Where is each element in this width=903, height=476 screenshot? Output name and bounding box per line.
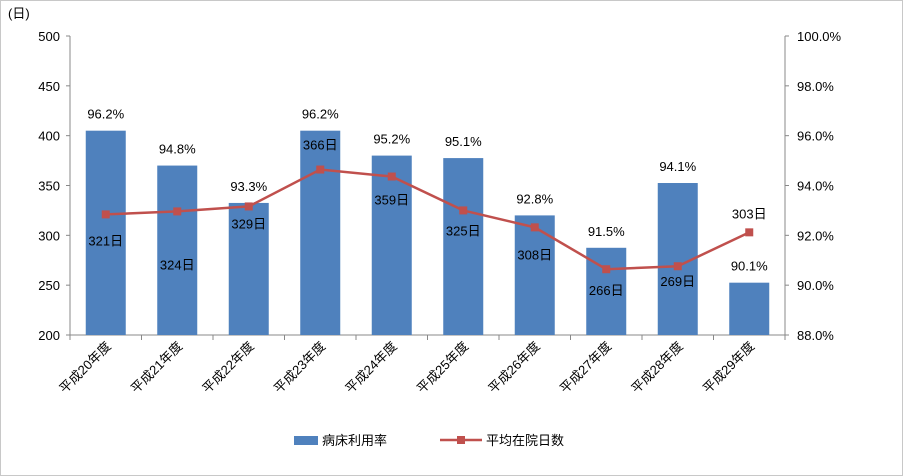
y-left-unit-label: (日) bbox=[8, 6, 30, 21]
line-marker-平成20年度 bbox=[101, 210, 110, 219]
line-data-label: 325日 bbox=[446, 223, 481, 238]
x-tick-label: 平成20年度 bbox=[56, 339, 114, 397]
x-tick-label: 平成29年度 bbox=[700, 339, 758, 397]
bar-data-label: 96.2% bbox=[87, 107, 124, 122]
line-marker-平成22年度 bbox=[244, 202, 253, 211]
x-tick-label: 平成23年度 bbox=[271, 339, 329, 397]
y-left-tick-label: 250 bbox=[38, 278, 60, 293]
y-left-tick-label: 200 bbox=[38, 328, 60, 343]
y-left-tick-label: 300 bbox=[38, 228, 60, 243]
line-data-label: 366日 bbox=[303, 138, 338, 153]
line-series-avg-stay bbox=[105, 168, 750, 271]
bar-data-label: 90.1% bbox=[731, 259, 768, 274]
x-tick-label: 平成22年度 bbox=[199, 339, 257, 397]
x-tick-label: 平成27年度 bbox=[557, 339, 615, 397]
x-tick-label: 平成28年度 bbox=[628, 339, 686, 397]
x-tick-label: 平成26年度 bbox=[485, 339, 543, 397]
x-tick-label: 平成25年度 bbox=[414, 339, 472, 397]
bar-data-label: 95.1% bbox=[445, 134, 482, 149]
line-marker-平成25年度 bbox=[459, 206, 468, 215]
line-data-label: 324日 bbox=[160, 257, 195, 272]
line-data-label: 329日 bbox=[231, 216, 266, 231]
bar-data-label: 94.8% bbox=[159, 142, 196, 157]
bar-data-label: 92.8% bbox=[516, 191, 553, 206]
line-data-label: 321日 bbox=[88, 233, 123, 248]
bar-data-label: 91.5% bbox=[588, 224, 625, 239]
x-tick-label: 平成21年度 bbox=[128, 339, 186, 397]
bar-data-label: 96.2% bbox=[302, 107, 339, 122]
line-marker-平成23年度 bbox=[316, 165, 325, 174]
bar-data-label: 93.3% bbox=[230, 179, 267, 194]
y-right-tick-label: 100.0% bbox=[797, 29, 842, 44]
line-marker-平成26年度 bbox=[530, 223, 539, 232]
bar-平成22年度 bbox=[228, 202, 269, 335]
bar-平成24年度 bbox=[371, 155, 412, 335]
bar-平成21年度 bbox=[157, 165, 198, 335]
legend-marker-avg-stay bbox=[457, 436, 465, 444]
legend-label-bed-utilization: 病床利用率 bbox=[322, 433, 387, 448]
line-data-label: 308日 bbox=[517, 247, 552, 262]
legend-swatch-bed-utilization bbox=[294, 436, 318, 445]
line-data-label: 303日 bbox=[732, 206, 767, 221]
line-marker-平成24年度 bbox=[387, 172, 396, 181]
y-left-tick-label: 350 bbox=[38, 179, 60, 194]
x-tick-label: 平成24年度 bbox=[342, 339, 400, 397]
y-left-tick-label: 450 bbox=[38, 79, 60, 94]
line-data-label: 359日 bbox=[374, 193, 409, 208]
y-left-tick-label: 400 bbox=[38, 129, 60, 144]
bar-平成29年度 bbox=[729, 282, 770, 335]
y-right-tick-label: 88.0% bbox=[797, 328, 834, 343]
line-data-label: 266日 bbox=[589, 283, 624, 298]
line-marker-平成21年度 bbox=[173, 207, 182, 216]
bar-平成23年度 bbox=[300, 130, 341, 335]
bar-平成25年度 bbox=[443, 158, 484, 335]
bar-data-label: 95.2% bbox=[373, 132, 410, 147]
line-marker-平成29年度 bbox=[745, 228, 754, 237]
y-left-tick-label: 500 bbox=[38, 29, 60, 44]
y-right-tick-label: 96.0% bbox=[797, 129, 834, 144]
y-right-tick-label: 98.0% bbox=[797, 79, 834, 94]
y-right-tick-label: 94.0% bbox=[797, 179, 834, 194]
line-data-label: 269日 bbox=[660, 274, 695, 289]
bar-平成20年度 bbox=[85, 130, 126, 335]
line-marker-平成27年度 bbox=[602, 265, 611, 274]
y-right-tick-label: 90.0% bbox=[797, 278, 834, 293]
bar-data-label: 94.1% bbox=[659, 159, 696, 174]
bar-平成26年度 bbox=[514, 215, 555, 335]
legend-label-avg-stay: 平均在院日数 bbox=[486, 433, 564, 448]
line-marker-平成28年度 bbox=[673, 262, 682, 271]
y-right-tick-label: 92.0% bbox=[797, 228, 834, 243]
